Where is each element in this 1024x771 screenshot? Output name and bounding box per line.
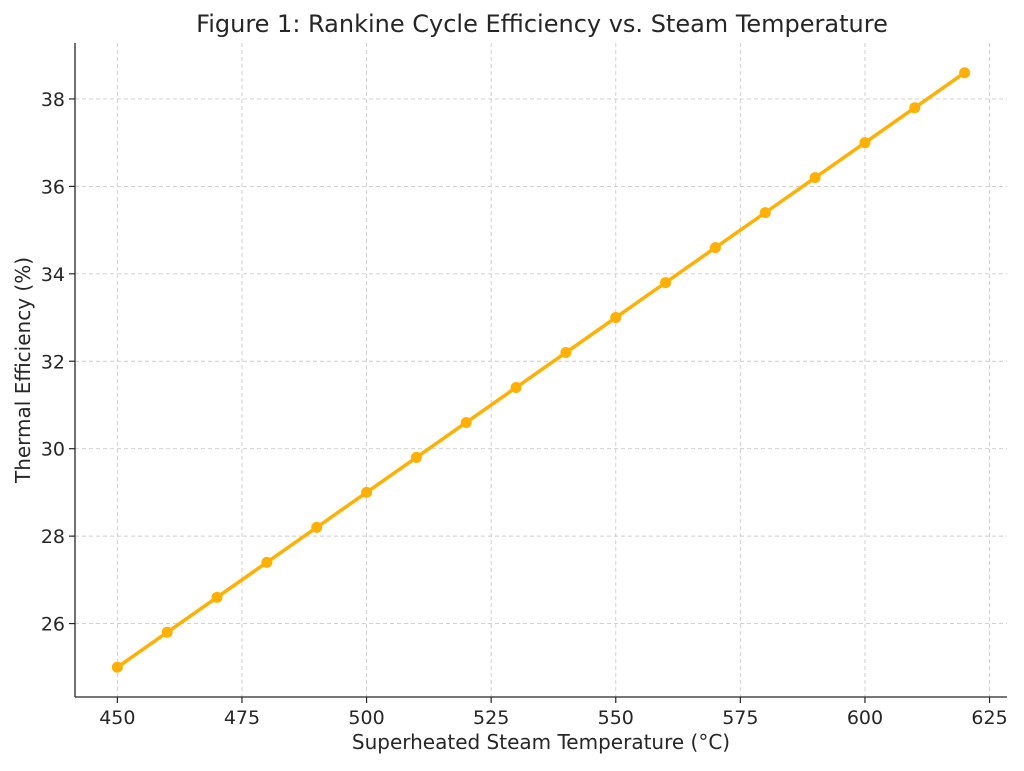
y-tick-label: 34 [41, 264, 65, 286]
data-point [859, 137, 871, 149]
x-tick-label: 600 [847, 707, 883, 729]
data-point [809, 172, 821, 184]
y-tick-label: 38 [41, 89, 65, 111]
x-tick-label: 450 [99, 707, 135, 729]
x-tick-label: 475 [224, 707, 260, 729]
data-point [660, 277, 672, 289]
data-point [211, 591, 223, 603]
x-tick-label: 500 [348, 707, 384, 729]
y-tick-label: 26 [41, 614, 65, 636]
data-point [261, 556, 273, 568]
x-tick-label: 575 [722, 707, 758, 729]
y-tick-label: 30 [41, 439, 65, 461]
x-tick-label: 625 [971, 707, 1007, 729]
grid [75, 43, 1007, 697]
data-point [709, 242, 721, 254]
y-axis-label: Thermal Efficiency (%) [11, 257, 35, 484]
x-tick-label: 550 [598, 707, 634, 729]
data-point [909, 102, 921, 114]
x-axis-label: Superheated Steam Temperature (°C) [352, 730, 730, 754]
data-point [361, 486, 373, 498]
x-tick-label: 525 [473, 707, 509, 729]
efficiency-line [116, 71, 966, 669]
data-point [311, 521, 323, 533]
data-point [610, 312, 622, 324]
data-point [510, 381, 522, 393]
data-point [111, 661, 123, 673]
data-point [560, 347, 572, 359]
data-point [161, 626, 173, 638]
chart-title: Figure 1: Rankine Cycle Efficiency vs. S… [196, 10, 888, 38]
y-tick-label: 28 [41, 526, 65, 548]
data-point [410, 451, 422, 463]
data-point [959, 67, 971, 79]
y-tick-label: 32 [41, 351, 65, 373]
data-point [460, 416, 472, 428]
y-tick-label: 36 [41, 176, 65, 198]
series-line [111, 67, 971, 673]
data-point [759, 207, 771, 219]
ticks: 450 475 500 525 550 575 600 625 26 28 30 32 34 36 38 [41, 89, 1008, 729]
